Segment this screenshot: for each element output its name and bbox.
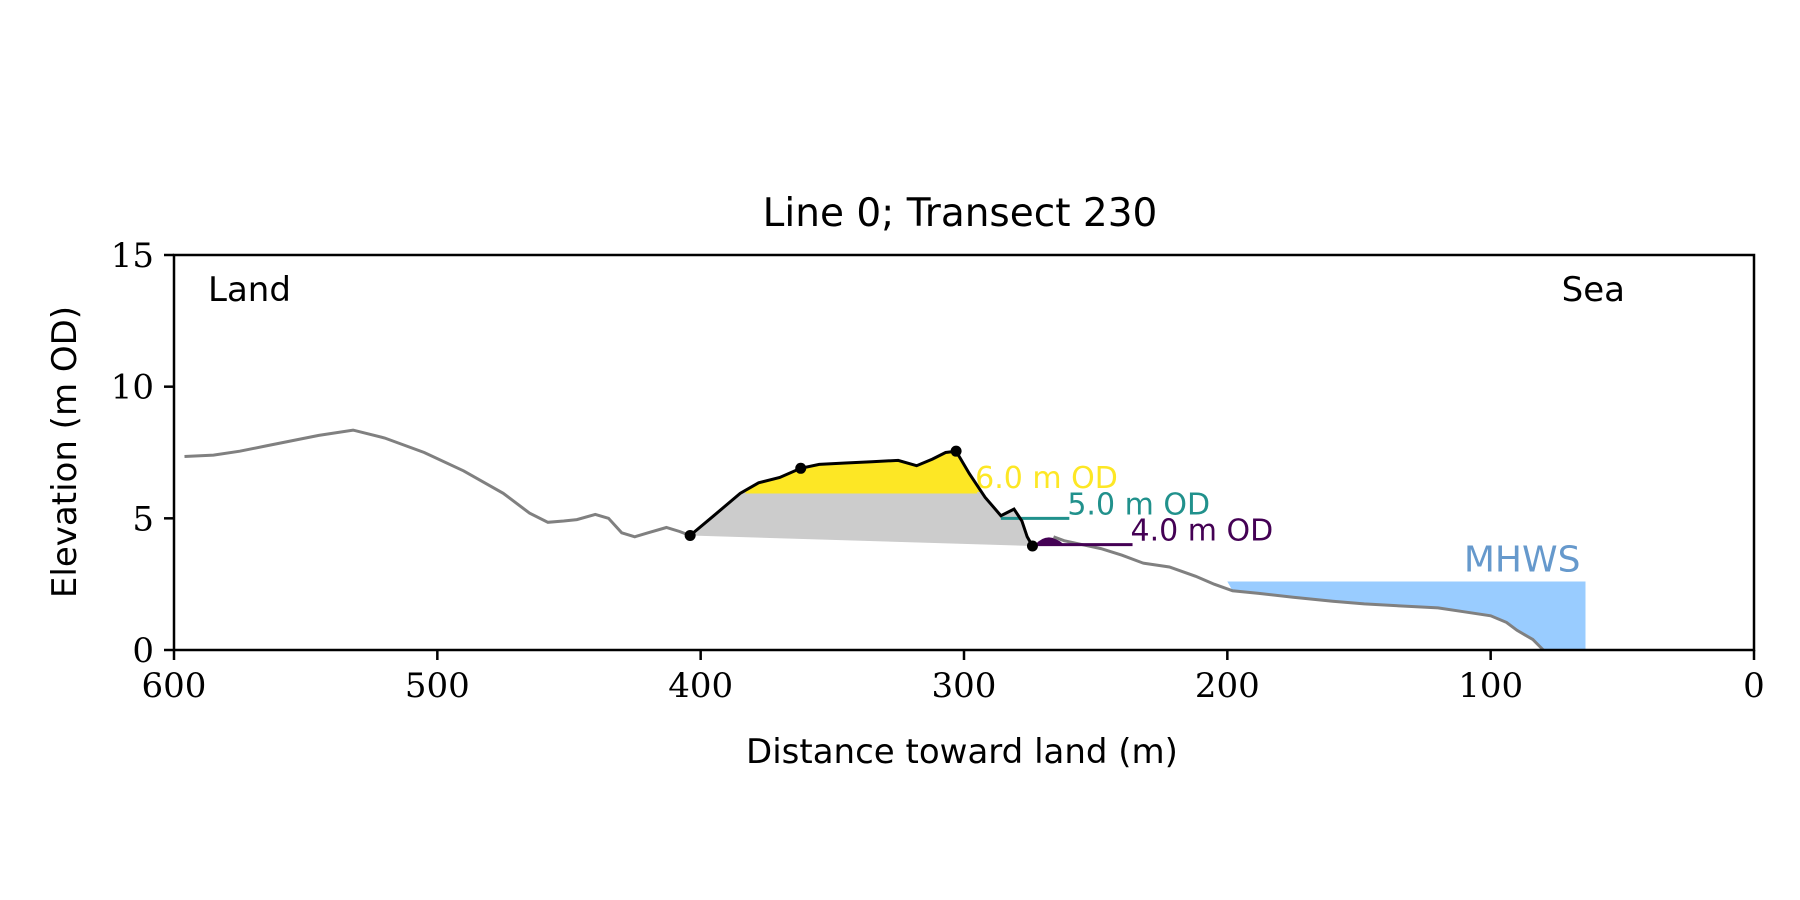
x-tick-label: 200 — [1195, 666, 1260, 706]
ticks-layer: 600 500 400 300 200 100 0 0 5 10 15 — [111, 236, 1765, 706]
volume-above-6m-fill — [742, 451, 982, 492]
x-tick-label: 600 — [142, 666, 207, 706]
y-tick-label: 0 — [132, 631, 154, 671]
marker-point — [795, 462, 807, 474]
y-tick-label: 15 — [111, 236, 154, 276]
chart-title: Line 0; Transect 230 — [763, 191, 1158, 236]
sea-label: Sea — [1562, 270, 1625, 310]
marker-point — [1026, 540, 1038, 552]
marker-point — [950, 445, 962, 457]
land-profile-line — [184, 428, 691, 539]
level-label-1: 5.0 m OD — [1067, 487, 1210, 522]
level-label-2: 4.0 m OD — [1131, 514, 1274, 549]
y-tick-label: 10 — [111, 368, 154, 408]
x-tick-label: 400 — [668, 666, 733, 706]
dune-profile-line — [689, 449, 1034, 547]
y-axis-label: Elevation (m OD) — [45, 306, 85, 598]
x-axis-label: Distance toward land (m) — [746, 732, 1178, 772]
mhws-label: MHWS — [1464, 540, 1581, 581]
marker-point — [684, 529, 696, 541]
lines-layer: 6.0 m OD5.0 m OD4.0 m OD MHWS — [184, 428, 1581, 652]
y-tick-label: 5 — [132, 499, 154, 539]
markers-layer — [684, 445, 1038, 552]
x-tick-label: 100 — [1458, 666, 1523, 706]
x-tick-label: 500 — [405, 666, 470, 706]
land-label: Land — [208, 270, 291, 310]
level-label-0: 6.0 m OD — [975, 461, 1118, 496]
x-tick-label: 300 — [932, 666, 997, 706]
fills-layer — [690, 451, 1586, 650]
x-tick-label: 0 — [1743, 666, 1765, 706]
volume-below-fill — [690, 492, 1033, 546]
volume-above-4m-fill — [1035, 537, 1065, 545]
sea-profile-line — [1052, 535, 1545, 652]
